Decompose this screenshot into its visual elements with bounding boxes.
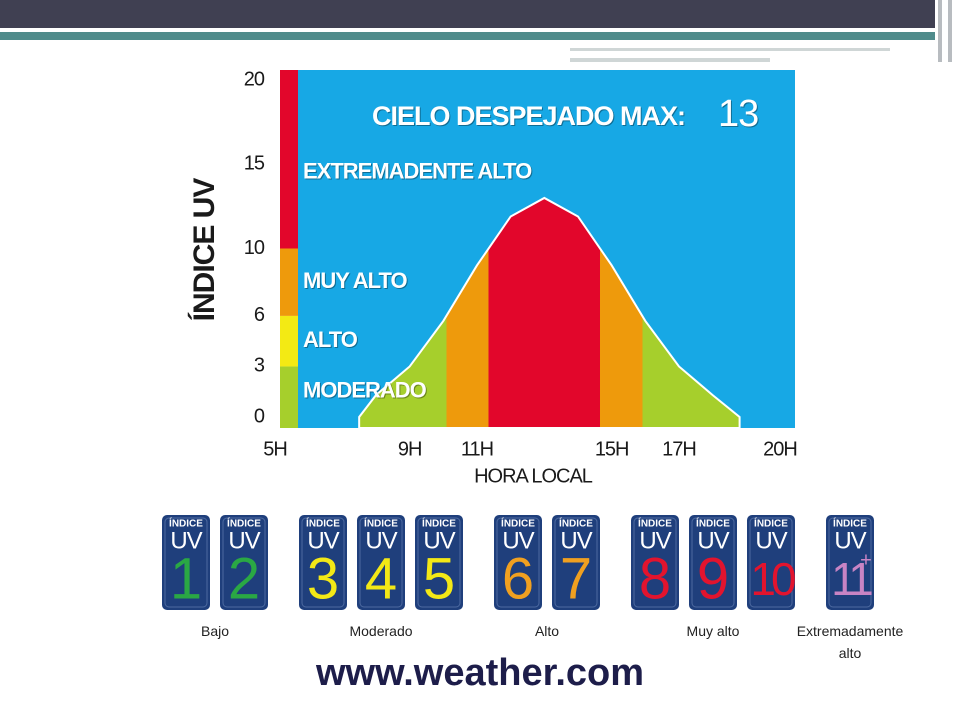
level-band	[280, 70, 298, 249]
badge-number: 2	[228, 546, 260, 611]
group-label: Moderado	[349, 623, 413, 639]
header-line	[938, 0, 942, 62]
badge-uv: UV	[423, 527, 455, 554]
y-tick-label: 15	[244, 153, 265, 175]
uv-badge	[220, 515, 268, 610]
level-band	[280, 315, 298, 367]
badge-top: ÍNDICE	[754, 517, 788, 530]
y-tick-label: 0	[254, 405, 265, 427]
badge-top: ÍNDICE	[169, 517, 203, 530]
uv-badge	[552, 515, 600, 610]
uv-badge	[357, 515, 405, 610]
x-tick-label: 11H	[461, 438, 493, 460]
badge-number: 4	[365, 546, 397, 611]
uv-badge	[299, 515, 347, 610]
badge-number: 6	[502, 546, 534, 611]
badge-top: ÍNDICE	[638, 517, 672, 530]
y-tick-label: 3	[254, 355, 265, 377]
header-line	[570, 48, 890, 51]
uv-badge-inner	[222, 517, 266, 608]
y-axis-title: ÍNDICE UV	[187, 178, 221, 322]
badge-top: ÍNDICE	[422, 517, 456, 530]
uv-badge	[631, 515, 679, 610]
badge-uv: UV	[560, 527, 592, 554]
annotation-value: 13	[718, 93, 758, 135]
uv-badge-inner	[301, 517, 345, 608]
uv-badge	[747, 515, 795, 610]
badge-top: ÍNDICE	[559, 517, 593, 530]
level-label: MUY ALTO	[303, 268, 408, 293]
badge-uv: UV	[307, 527, 339, 554]
header-bar	[0, 0, 935, 28]
header-line	[948, 0, 952, 62]
x-tick-label: 5H	[263, 438, 287, 460]
badge-uv: UV	[639, 527, 671, 554]
uv-badge-inner	[164, 517, 208, 608]
badge-uv: UV	[697, 527, 729, 554]
badge-number: 1	[170, 546, 202, 611]
x-tick-label: 20H	[763, 438, 797, 460]
header-line	[570, 58, 770, 62]
badge-number: 9	[697, 546, 729, 611]
group-label: Bajo	[200, 623, 230, 639]
uv-badge	[162, 515, 210, 610]
level-band	[280, 366, 298, 428]
uv-badge-inner	[554, 517, 598, 608]
x-axis-title: HORA LOCAL	[474, 465, 593, 487]
badge-number: 3	[307, 546, 339, 611]
uv-badge-inner	[633, 517, 677, 608]
footer: www.weather.com	[315, 652, 645, 694]
level-label: EXTREMADENTE ALTO	[303, 158, 532, 183]
badge-number: 7	[560, 546, 592, 611]
uv-badge-inner	[691, 517, 735, 608]
level-label: ALTO	[303, 327, 358, 352]
badge-top: ÍNDICE	[306, 517, 340, 530]
badge-top: ÍNDICE	[501, 517, 535, 530]
uv-badge-inner	[417, 517, 461, 608]
group-label: Muy alto	[686, 623, 740, 639]
uv-badge	[826, 515, 874, 610]
group-label: Extremadamente alto	[796, 623, 904, 661]
badge-number: 5	[423, 546, 455, 611]
uv-badge	[415, 515, 463, 610]
badge-top: ÍNDICE	[364, 517, 398, 530]
uv-badge	[689, 515, 737, 610]
group-label: Alto	[534, 623, 560, 639]
uv-badge-inner	[828, 517, 872, 608]
badge-number: 8	[639, 546, 671, 611]
level-band	[280, 248, 298, 316]
uv-badge	[494, 515, 542, 610]
badge-top: ÍNDICE	[833, 517, 867, 530]
y-tick-label: 20	[244, 68, 265, 90]
badge-top: ÍNDICE	[227, 517, 261, 530]
badge-uv: UV	[365, 527, 397, 554]
uv-badge-inner	[749, 517, 793, 608]
badge-uv: UV	[502, 527, 534, 554]
badge-uv: UV	[170, 527, 202, 554]
badge-uv: UV	[228, 527, 260, 554]
x-tick-label: 15H	[595, 438, 629, 460]
y-tick-label: 10	[244, 237, 265, 259]
uv-badge-inner	[359, 517, 403, 608]
annotation: CIELO DESPEJADO MAX:	[372, 101, 685, 131]
badge-number: 10	[750, 553, 795, 605]
uv-area	[358, 196, 741, 429]
y-tick-label: 6	[254, 304, 265, 326]
badge-uv: UV	[755, 527, 787, 554]
badge-top: ÍNDICE	[696, 517, 730, 530]
uv-badge-inner	[496, 517, 540, 608]
x-tick-label: 17H	[662, 438, 696, 460]
x-tick-label: 9H	[398, 438, 422, 460]
header-stripe	[0, 32, 935, 40]
badge-extra: +	[860, 549, 872, 571]
badge-uv: UV	[834, 527, 866, 554]
level-label: MODERADO	[303, 378, 427, 403]
